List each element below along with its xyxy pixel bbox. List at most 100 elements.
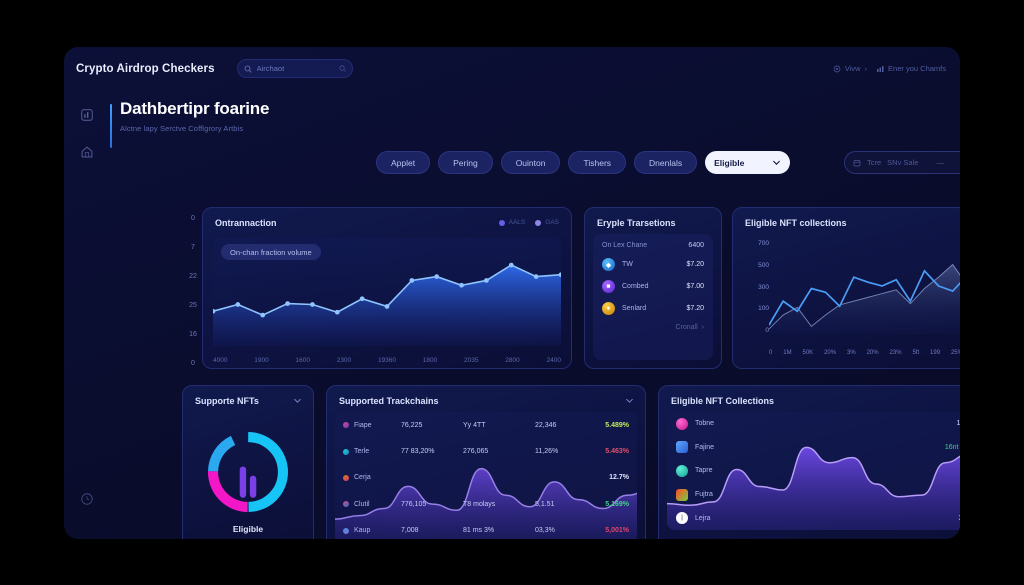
cell-value: 5,1.51 (535, 500, 555, 508)
filter-chip-2[interactable]: Ouinton (500, 151, 561, 174)
card-eligible-nft-collections: Eligible NFT Collections Tobne 18035 Faj… (658, 385, 960, 539)
donut-wrapper: Eligible (183, 416, 313, 539)
filter-chip-3[interactable]: Tishers (568, 151, 627, 174)
list-item[interactable]: ● Senlard $7.20 (602, 302, 704, 315)
collection-name: Fajine (695, 443, 715, 451)
transactions-list: On Lex Chane 6400 ◆ TW $7.20 ■ Combed $7… (593, 234, 713, 360)
date-range-picker[interactable]: Tcre SNv Sale — (844, 151, 960, 174)
eye-icon (833, 65, 841, 73)
list-item[interactable]: Fujtra 2096 (667, 483, 960, 507)
charts-link[interactable]: Ener you Chamfs (876, 64, 946, 73)
cell-value: 7,008 (401, 527, 419, 535)
collection-icon: | (676, 512, 688, 525)
token-icon: ● (602, 302, 615, 315)
legend-item-1[interactable]: GAS (535, 219, 559, 226)
list-item[interactable]: | Lejra 3.290 (667, 506, 960, 530)
transactions-header: On Lex Chane 6400 (602, 242, 704, 249)
collections-list: Tobne 18035 Fajine 16nt 2609 Tapre 0000 … (667, 412, 960, 530)
x-tick: 2300 (336, 357, 352, 364)
table-row[interactable]: Clutil 776,105 T8 molays 5,1.51 5.169% (335, 491, 637, 517)
table-row[interactable]: Terle 77 83,20% 276,065 11,26% 5.463% (335, 438, 637, 464)
page-header: Dathbertipr foarine Alctne lapy Serctve … (120, 99, 946, 145)
legend-item-0[interactable]: AALS (498, 219, 525, 226)
chevron-up-icon[interactable] (959, 396, 960, 405)
collection-name: Tobne (695, 420, 715, 428)
filter-chip-1[interactable]: Pering (438, 151, 493, 174)
y-tick: 22 (189, 273, 197, 280)
table-row[interactable]: Fiape 76,225 Yy 4TT 22,346 5.489% (335, 412, 637, 438)
cell-value: T8 molays (463, 500, 496, 508)
eligibility-select[interactable]: Eligible (705, 151, 791, 174)
volume-chart-y-axis: 0 7 22 25 16 0 (182, 215, 204, 367)
table-row[interactable]: Kaup 7,008 81 ms 3% 03,3% 5,001% (335, 518, 637, 539)
cell-change: 5.463% (605, 448, 629, 456)
legend-swatch (498, 219, 505, 226)
charts-link-label: Ener you Chamfs (888, 64, 946, 73)
x-tick: 25% (950, 350, 960, 356)
card-title: Ontrannaction (215, 218, 277, 228)
chevron-down-icon (772, 158, 781, 167)
card-collapse-toggle[interactable] (625, 396, 634, 405)
view-link[interactable]: Vivw › (833, 64, 867, 73)
card-eligible-nft-line: Eligible NFT collections 700 500 300 100… (732, 207, 960, 369)
card-title: Eligible NFT Collections (671, 396, 775, 406)
nft-line-plot-area: 700 500 300 100 0 0 1M 50K 20% 3% 20% 23… (743, 236, 960, 360)
nft-line-x-axis: 0 1M 50K 20% 3% 20% 23% 5ft 199 25% 3T (769, 350, 960, 356)
app-window: Crypto Airdrop Checkers Airchaot Vivw › (64, 47, 960, 539)
collection-icon (676, 488, 688, 501)
dashboard-icon (80, 108, 94, 122)
page-title: Dathbertipr foarine (120, 99, 270, 118)
token-glyph: ● (606, 305, 611, 312)
chain-name: Clutil (354, 500, 370, 508)
card-supported-nfts: Supporte NFTs Eligible (182, 385, 314, 539)
x-tick: 3% (847, 350, 856, 356)
filter-chip-4[interactable]: Dnenlals (634, 151, 698, 174)
home-icon (80, 145, 94, 159)
transactions-more-label: Cronall (675, 324, 698, 331)
x-tick: 23% (889, 350, 902, 356)
x-tick: 1M (783, 350, 792, 356)
x-tick: 2800 (505, 357, 520, 364)
token-amount: $7.00 (686, 283, 704, 290)
list-item[interactable]: ◆ TW $7.20 (602, 258, 704, 271)
list-item[interactable]: Fajine 16nt 2609 (667, 436, 960, 460)
x-tick: 20% (824, 350, 837, 356)
sidebar-item-home[interactable] (80, 145, 94, 164)
chain-icon (343, 501, 349, 508)
token-icon: ■ (602, 280, 615, 293)
chain-icon (343, 448, 349, 455)
x-tick: 0 (769, 350, 773, 356)
list-item[interactable]: Tobne 18035 (667, 412, 960, 436)
list-item[interactable]: ■ Combed $7.00 (602, 280, 704, 293)
sidebar-item-clock[interactable] (80, 492, 94, 511)
sidebar-rail (64, 90, 110, 539)
filter-chip-0[interactable]: Applet (376, 151, 431, 174)
x-tick: 1800 (422, 357, 438, 364)
transactions-more-link[interactable]: Cronall › (602, 324, 704, 331)
filter-chip-group: Applet Pering Ouinton Tishers Dnenlals E… (376, 151, 791, 174)
x-tick: 20% (866, 350, 879, 356)
token-name: Senlard (622, 305, 647, 312)
trackchains-sparkline (335, 438, 637, 539)
x-tick: 19360 (377, 357, 397, 364)
cell-change: 5.489% (605, 421, 629, 429)
sidebar-item-dashboard[interactable] (80, 108, 94, 127)
card-title: Eligible NFT collections (745, 218, 847, 228)
donut-label: Eligible (232, 524, 264, 534)
y-tick: 0 (765, 327, 769, 334)
search-input[interactable]: Airchaot (236, 59, 353, 78)
collection-name: Fujtra (695, 491, 713, 499)
table-row[interactable]: Cerja 12.7% (335, 465, 637, 491)
cell-change: 5,001% (605, 527, 629, 535)
token-icon: ◆ (602, 258, 615, 271)
clock-icon (80, 492, 94, 506)
token-name: Combed (622, 283, 649, 290)
y-tick: 16 (189, 331, 197, 338)
card-collapse-toggle[interactable] (293, 396, 302, 405)
transactions-header-value: 6400 (688, 242, 704, 249)
search-submit-icon[interactable] (339, 65, 346, 72)
card-collapse-toggle[interactable] (959, 396, 960, 405)
y-tick: 0 (191, 215, 195, 222)
legend-label: GAS (545, 219, 559, 226)
